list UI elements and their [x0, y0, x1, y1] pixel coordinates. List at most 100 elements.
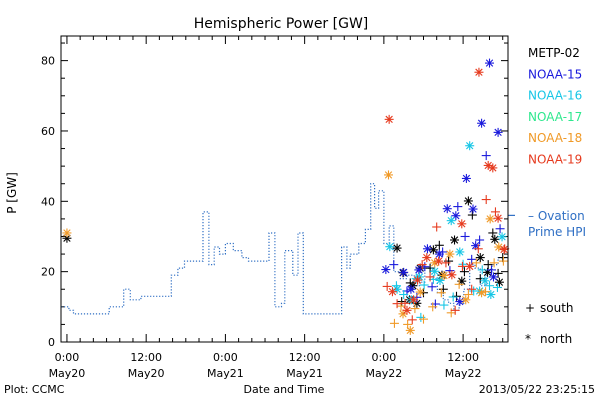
- north-marker-stroke: [487, 290, 495, 299]
- legend-entry-noaa-19: NOAA-19: [528, 153, 582, 167]
- north-marker: [463, 196, 473, 206]
- south-marker: [382, 281, 392, 291]
- south-marker: [425, 263, 435, 273]
- north-marker: [461, 295, 471, 305]
- x-tick-time-label: 0:00: [55, 351, 80, 364]
- north-marker-stroke: [476, 253, 484, 262]
- north-marker: [465, 261, 475, 271]
- north-marker: [422, 253, 432, 263]
- north-marker-stroke: [486, 215, 494, 223]
- y-tick-label: 60: [41, 125, 55, 138]
- north-marker-stroke: [489, 164, 497, 172]
- axis-ticks: 0 20 40 60 80 0:00 May20 12:00 May20 0:00 May21 12:…: [41, 36, 508, 380]
- north-marker-stroke: [475, 68, 483, 76]
- north-marker: [384, 114, 394, 124]
- north-marker-stroke: [416, 288, 424, 296]
- legend: METP-02 NOAA-15 NOAA-16 NOAA-17 NOAA-18 NOAA-…: [525, 46, 586, 346]
- north-marker: [455, 297, 465, 307]
- north-marker: [406, 284, 416, 294]
- north-marker-stroke: [447, 216, 455, 225]
- south-marker: [485, 281, 495, 291]
- north-marker: [428, 245, 438, 255]
- north-marker: [485, 58, 495, 68]
- north-marker-stroke: [431, 267, 439, 275]
- south-marker: [407, 315, 417, 325]
- south-marker: [410, 304, 420, 314]
- north-marker: [483, 160, 493, 170]
- north-marker: [399, 267, 409, 277]
- south-marker: [475, 235, 485, 245]
- south-marker: [483, 260, 493, 270]
- south-marker: [432, 222, 442, 232]
- footer-credit: Plot: CCMC: [4, 383, 65, 396]
- north-marker-stroke: [423, 253, 431, 262]
- south-marker: [473, 244, 483, 254]
- north-marker: [480, 276, 490, 286]
- x-tick-time-label: 0:00: [213, 351, 238, 364]
- north-marker-stroke: [407, 285, 415, 293]
- north-marker-stroke: [489, 273, 498, 281]
- north-marker: [446, 216, 456, 226]
- north-marker: [392, 284, 402, 294]
- south-marker: [481, 151, 491, 161]
- north-marker-stroke: [63, 234, 71, 242]
- north-marker-stroke: [415, 266, 423, 274]
- north-marker-stroke: [440, 271, 448, 280]
- north-marker-stroke: [485, 59, 494, 67]
- north-marker-stroke: [458, 220, 466, 228]
- north-marker-stroke: [423, 245, 432, 253]
- south-marker: [417, 260, 427, 270]
- north-marker: [465, 141, 475, 151]
- north-marker: [475, 253, 485, 263]
- south-marker: [439, 300, 449, 310]
- legend-ovation-line2: Prime HPI: [528, 225, 586, 239]
- legend-entry-noaa-16: NOAA-16: [528, 89, 582, 103]
- legend-ovation-line1: – Ovation: [528, 209, 585, 223]
- north-marker: [383, 170, 393, 180]
- y-tick-label: 0: [48, 336, 55, 349]
- north-marker-stroke: [393, 244, 401, 252]
- north-marker: [488, 272, 498, 282]
- south-marker: [477, 265, 487, 275]
- ovation-layer: [61, 183, 515, 315]
- legend-south-label: south: [540, 301, 574, 315]
- plot-frame: [60, 35, 509, 343]
- north-marker-stroke: [436, 276, 444, 285]
- north-marker: [461, 173, 471, 183]
- north-marker: [442, 204, 452, 214]
- north-marker-stroke: [464, 197, 473, 205]
- north-marker: [405, 325, 415, 335]
- north-marker-stroke: [456, 248, 464, 256]
- north-marker-stroke: [477, 119, 486, 127]
- north-marker-stroke: [434, 257, 443, 265]
- south-marker: [458, 259, 468, 269]
- north-marker: [486, 290, 496, 300]
- south-marker: [450, 305, 460, 315]
- legend-entry-noaa-17: NOAA-17: [528, 110, 582, 124]
- north-marker-stroke: [498, 233, 506, 241]
- north-marker-stroke: [450, 236, 459, 244]
- south-marker: [489, 258, 499, 268]
- north-marker-stroke: [443, 205, 451, 213]
- north-marker: [439, 271, 449, 281]
- south-marker: [389, 260, 399, 270]
- y-tick-label: 80: [41, 55, 55, 68]
- south-marker: [399, 290, 409, 300]
- south-marker: [427, 282, 437, 292]
- north-marker: [413, 275, 423, 285]
- north-marker: [485, 214, 495, 224]
- south-marker: [488, 228, 498, 238]
- north-marker-stroke: [466, 142, 474, 150]
- points-layer: [62, 58, 510, 335]
- y-tick-label: 20: [41, 266, 55, 279]
- north-marker: [434, 256, 444, 266]
- north-marker: [497, 232, 507, 242]
- south-marker: [493, 268, 503, 278]
- north-marker-stroke: [495, 243, 503, 251]
- legend-entry-noaa-15: NOAA-15: [528, 67, 582, 81]
- south-marker: [486, 265, 496, 275]
- north-marker-stroke: [413, 276, 422, 284]
- north-marker-stroke: [446, 250, 454, 258]
- south-marker: [436, 288, 446, 298]
- north-marker: [455, 247, 465, 257]
